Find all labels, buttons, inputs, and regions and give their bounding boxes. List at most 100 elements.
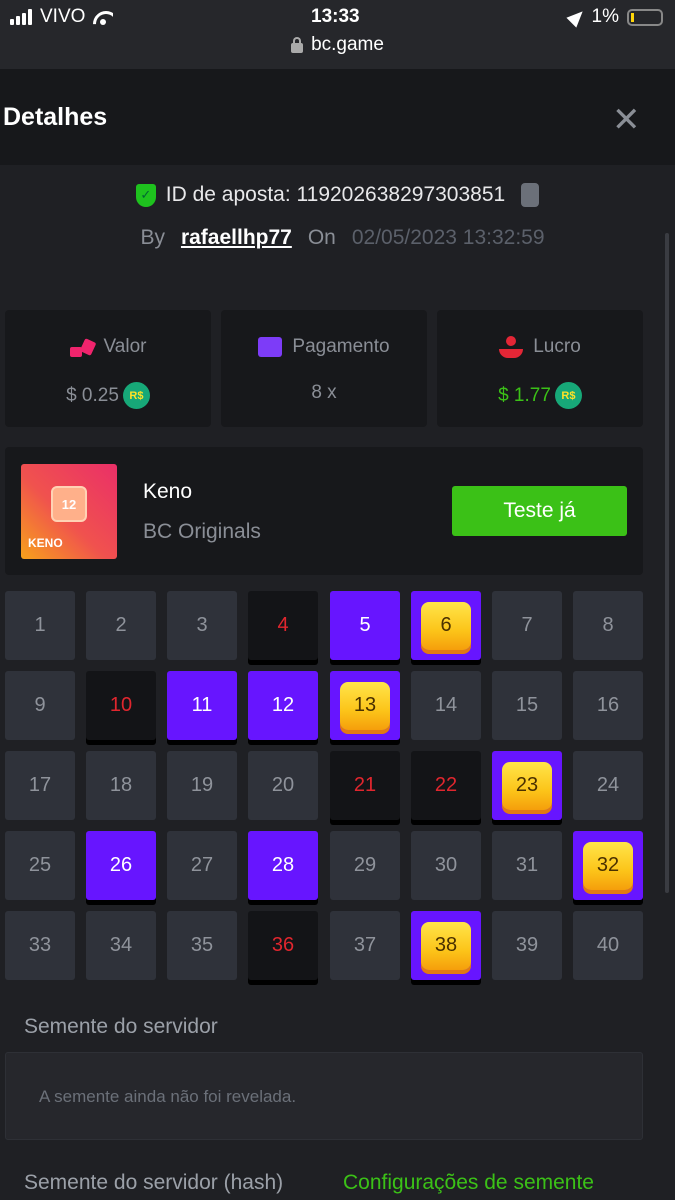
bet-meta-row: By rafaellhp77 On 02/05/2023 13:32:59 <box>0 226 675 250</box>
keno-number: 35 <box>190 934 214 956</box>
game-name: Keno <box>143 480 193 503</box>
keno-cell-32: 32 <box>573 831 643 900</box>
keno-number: 40 <box>596 934 620 956</box>
keno-cell-21: 21 <box>330 751 400 820</box>
lock-icon <box>291 36 304 53</box>
keno-cell-3: 3 <box>167 591 237 660</box>
stat-value: $ 1.77 <box>498 384 551 406</box>
keno-cell-5: 5 <box>330 591 400 660</box>
brl-coin-icon: R$ <box>122 382 150 409</box>
keno-cell-10: 10 <box>86 671 156 740</box>
by-label: By <box>140 226 165 249</box>
bet-id-row: ✓ ID de aposta: 119202638297303851 <box>0 183 675 207</box>
keno-number: 5 <box>359 614 371 636</box>
status-bar: VIVO 13:33 1% bc.game <box>0 0 675 69</box>
game-provider: BC Originals <box>143 520 261 543</box>
keno-cell-27: 27 <box>167 831 237 900</box>
stat-value: 8 x <box>311 382 337 403</box>
keno-cell-23: 23 <box>492 751 562 820</box>
keno-cell-31: 31 <box>492 831 562 900</box>
keno-number: 22 <box>434 774 458 796</box>
keno-number: 9 <box>34 694 46 716</box>
keno-number: 14 <box>434 694 458 716</box>
keno-number: 7 <box>521 614 533 636</box>
keno-cell-19: 19 <box>167 751 237 820</box>
keno-number: 25 <box>28 854 52 876</box>
keno-number: 8 <box>602 614 614 636</box>
server-seed-field[interactable]: A semente ainda não foi revelada. <box>5 1052 643 1140</box>
battery-percent: 1% <box>591 6 619 27</box>
keno-number: 11 <box>191 694 213 716</box>
keno-number: 21 <box>353 774 377 796</box>
keno-number: 32 <box>596 854 620 876</box>
copy-icon[interactable] <box>521 183 540 207</box>
keno-cell-33: 33 <box>5 911 75 980</box>
gem-icon: 13 <box>340 681 390 730</box>
keno-cell-34: 34 <box>86 911 156 980</box>
keno-cell-6: 6 <box>411 591 481 660</box>
keno-cell-15: 15 <box>492 671 562 740</box>
keno-number: 16 <box>596 694 620 716</box>
keno-number: 3 <box>196 614 208 636</box>
keno-number: 23 <box>515 774 539 796</box>
keno-number: 1 <box>34 614 46 636</box>
try-now-button[interactable]: Teste já <box>452 486 627 536</box>
keno-number: 19 <box>190 774 214 796</box>
scrollbar[interactable] <box>665 233 669 893</box>
keno-number: 12 <box>271 694 295 716</box>
location-icon <box>565 6 588 28</box>
keno-thumbnail[interactable]: 12 KENO <box>21 464 117 559</box>
keno-cell-14: 14 <box>411 671 481 740</box>
stat-label: Valor <box>103 336 147 357</box>
stat-lucro: Lucro $ 1.77 R$ <box>437 310 643 427</box>
keno-number: 27 <box>190 854 214 876</box>
server-seed-hash-label: Semente do servidor (hash) <box>24 1171 284 1194</box>
gem-icon: 6 <box>421 601 471 650</box>
keno-cell-37: 37 <box>330 911 400 980</box>
keno-cell-26: 26 <box>86 831 156 900</box>
username-link[interactable]: rafaellhp77 <box>180 226 292 249</box>
status-left: VIVO <box>10 5 113 29</box>
keno-number: 24 <box>596 774 620 796</box>
keno-cell-24: 24 <box>573 751 643 820</box>
url[interactable]: bc.game <box>311 34 384 55</box>
clock: 13:33 <box>311 6 360 27</box>
stat-label: Lucro <box>533 336 581 357</box>
gem-icon: 23 <box>502 761 552 810</box>
on-label: On <box>307 226 336 249</box>
keno-number: 4 <box>277 614 289 636</box>
keno-number: 33 <box>28 934 52 956</box>
stat-label: Pagamento <box>292 336 390 357</box>
battery-icon <box>627 8 663 26</box>
keno-number: 36 <box>271 934 295 956</box>
close-icon[interactable]: ✕ <box>612 101 641 139</box>
bet-datetime: 02/05/2023 13:32:59 <box>351 226 545 249</box>
page-title: Detalhes <box>3 103 108 131</box>
keno-number: 18 <box>109 774 133 796</box>
keno-number: 37 <box>353 934 377 956</box>
keno-number: 39 <box>515 934 539 956</box>
keno-cell-12: 12 <box>248 671 318 740</box>
keno-cell-36: 36 <box>248 911 318 980</box>
keno-cell-28: 28 <box>248 831 318 900</box>
gem-icon: 32 <box>583 841 633 890</box>
keno-cell-38: 38 <box>411 911 481 980</box>
server-seed-value: A semente ainda não foi revelada. <box>39 1087 297 1106</box>
keno-number: 26 <box>109 854 133 876</box>
keno-cell-16: 16 <box>573 671 643 740</box>
thumb-label: KENO <box>28 536 63 550</box>
keno-number: 38 <box>434 934 458 956</box>
carrier: VIVO <box>40 6 86 27</box>
seed-settings-link[interactable]: Configurações de semente <box>343 1171 594 1194</box>
keno-number: 28 <box>271 854 295 876</box>
profit-hand-icon <box>499 336 524 358</box>
keno-number: 31 <box>515 854 539 876</box>
address-bar: bc.game <box>0 33 675 57</box>
bet-id: ID de aposta: 119202638297303851 <box>165 183 506 206</box>
thumb-gem: 12 <box>51 486 87 522</box>
keno-cell-20: 20 <box>248 751 318 820</box>
keno-number: 2 <box>115 614 127 636</box>
keno-cell-8: 8 <box>573 591 643 660</box>
keno-cell-4: 4 <box>248 591 318 660</box>
modal-header <box>0 69 675 165</box>
